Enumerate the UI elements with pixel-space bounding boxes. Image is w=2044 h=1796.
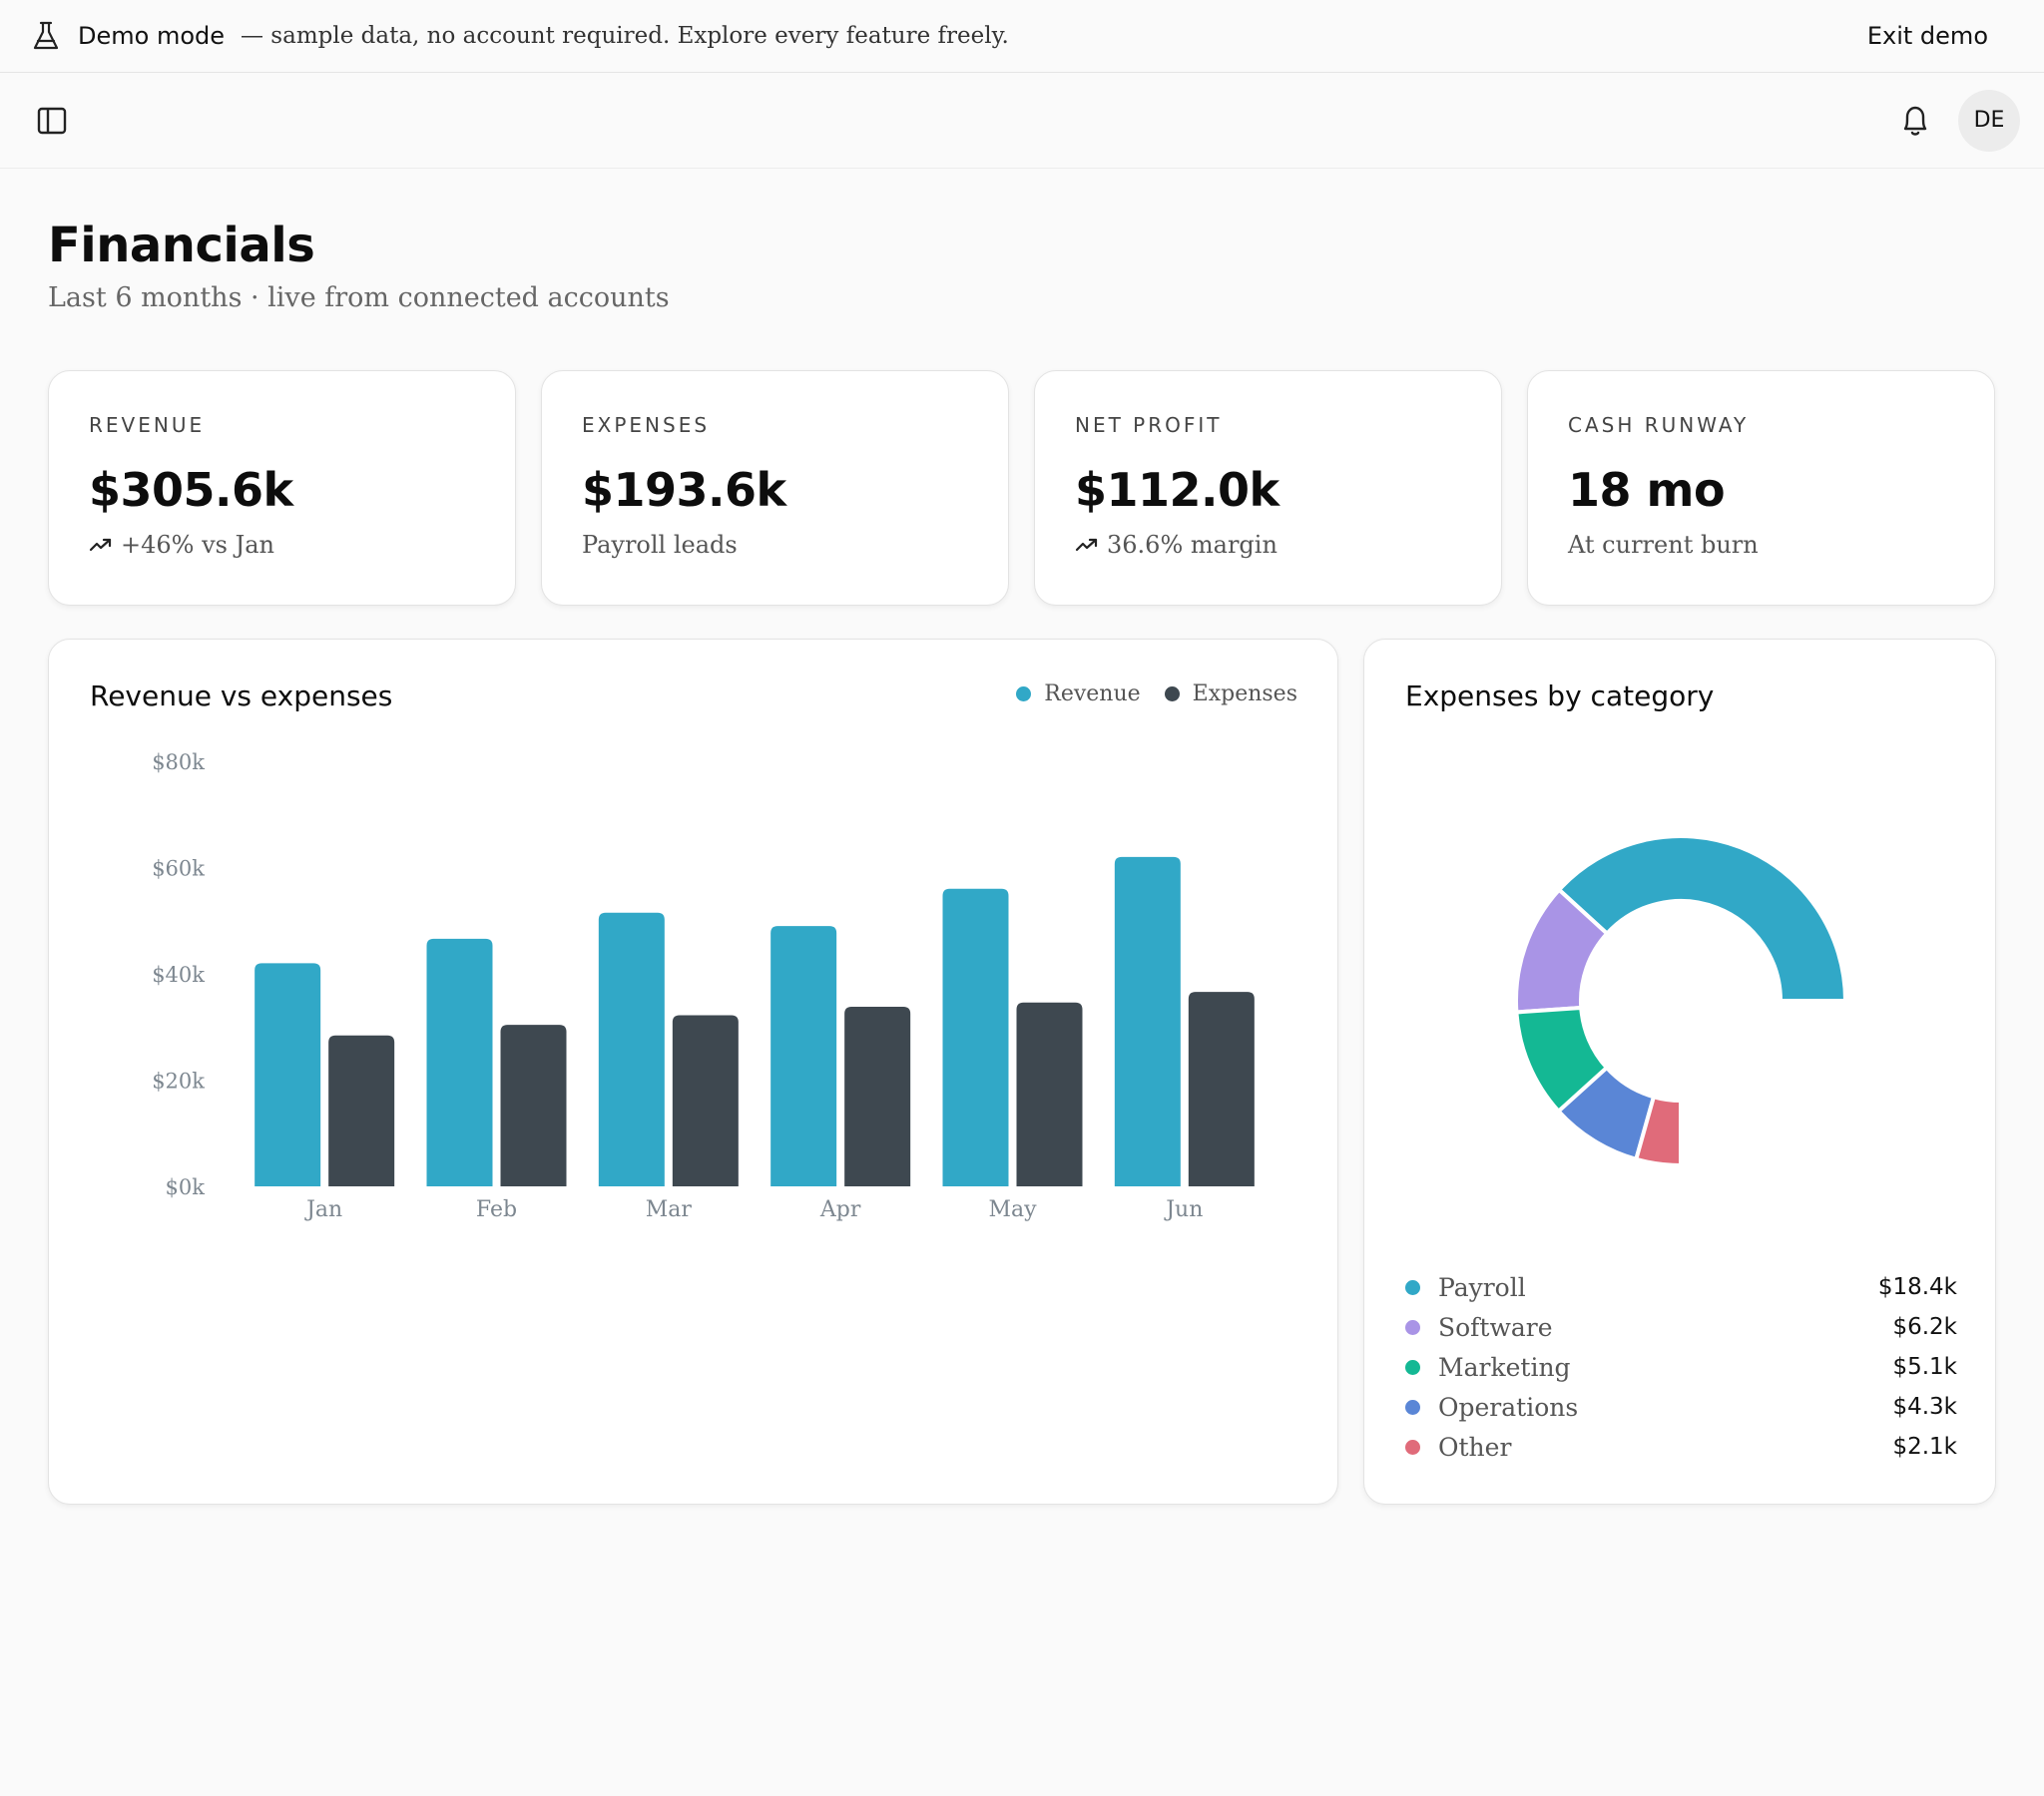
list-item: Payroll $18.4k xyxy=(1405,1267,1957,1307)
category-name: Payroll xyxy=(1438,1272,1526,1302)
category-amount: $5.1k xyxy=(1892,1354,1957,1380)
kpi-label: NET PROFIT xyxy=(1075,413,1223,437)
bar-expenses-may xyxy=(1016,1002,1083,1186)
category-dot xyxy=(1405,1279,1420,1295)
chart-title: Revenue vs expenses xyxy=(90,679,393,712)
bell-icon[interactable] xyxy=(1898,103,1932,139)
kpi-label: REVENUE xyxy=(89,413,206,437)
trending-up-icon xyxy=(1075,538,1098,552)
category-amount: $6.2k xyxy=(1892,1314,1957,1340)
category-list: Payroll $18.4k Software $6.2k Marketing … xyxy=(1405,1267,1957,1467)
category-amount: $18.4k xyxy=(1877,1274,1957,1300)
kpi-sub-text: At current burn xyxy=(1568,531,1759,559)
x-tick-label: Feb xyxy=(476,1197,517,1222)
kpi-card-expenses: EXPENSES $193.6k Payroll leads xyxy=(541,370,1009,606)
bar-chart: $0k $20k $40k $60k $80k Jan Feb Mar Apr May Jun xyxy=(152,750,1255,1222)
sidebar-toggle-icon[interactable] xyxy=(36,105,68,137)
exit-demo-button[interactable]: Exit demo xyxy=(1866,22,1988,50)
bar-revenue-feb xyxy=(426,938,493,1186)
kpi-card-net-profit: NET PROFIT $112.0k 36.6% margin xyxy=(1034,370,1502,606)
kpi-value: $305.6k xyxy=(89,463,293,517)
x-tick-label: May xyxy=(988,1197,1037,1222)
x-tick-label: Jan xyxy=(304,1197,342,1222)
page-title: Financials xyxy=(48,218,315,273)
kpi-sub-text: +46% vs Jan xyxy=(121,531,274,559)
kpi-sub-text: 36.6% margin xyxy=(1107,531,1278,559)
donut-chart xyxy=(1514,834,1847,1167)
x-tick-label: Apr xyxy=(819,1197,861,1222)
bar-revenue-jun xyxy=(1114,856,1181,1186)
list-item: Software $6.2k xyxy=(1405,1307,1957,1347)
demo-banner: Demo mode — sample data, no account requ… xyxy=(0,0,2044,73)
category-name: Marketing xyxy=(1438,1352,1571,1382)
chart-legend: Revenue Expenses xyxy=(992,681,1297,706)
category-name: Operations xyxy=(1438,1392,1579,1422)
category-dot xyxy=(1405,1439,1420,1455)
kpi-label: CASH RUNWAY xyxy=(1568,413,1750,437)
bar-revenue-jan xyxy=(255,963,321,1186)
kpi-sub-text: Payroll leads xyxy=(582,531,738,559)
kpi-sub: 36.6% margin xyxy=(1075,531,1461,559)
y-tick-label: $80k xyxy=(152,750,205,774)
list-item: Other $2.1k xyxy=(1405,1427,1957,1467)
donut-slice-payroll xyxy=(1557,834,1847,1003)
y-tick-label: $0k xyxy=(166,1175,206,1199)
category-name: Software xyxy=(1438,1312,1553,1342)
kpi-value: $193.6k xyxy=(582,463,786,517)
bar-revenue-may xyxy=(942,888,1009,1186)
x-tick-label: Jun xyxy=(1164,1197,1203,1222)
trending-up-icon xyxy=(89,538,112,552)
legend-dot-expenses xyxy=(1164,686,1180,701)
kpi-value: $112.0k xyxy=(1075,463,1279,517)
kpi-value: 18 mo xyxy=(1568,463,1726,517)
bar-expenses-apr xyxy=(844,1007,911,1186)
x-tick-label: Mar xyxy=(646,1197,693,1222)
kpi-sub: At current burn xyxy=(1568,531,1954,559)
category-dot xyxy=(1405,1359,1420,1375)
demo-message: — sample data, no account required. Expl… xyxy=(241,23,1009,49)
legend-dot-revenue xyxy=(1016,686,1032,701)
legend-item-revenue: Revenue xyxy=(1016,681,1141,706)
kpi-label: EXPENSES xyxy=(582,413,711,437)
bar-expenses-jun xyxy=(1188,992,1255,1186)
category-name: Other xyxy=(1438,1432,1512,1462)
y-tick-label: $60k xyxy=(152,857,205,881)
list-item: Operations $4.3k xyxy=(1405,1387,1957,1427)
top-header: DE xyxy=(0,73,2044,169)
bar-revenue-mar xyxy=(598,912,665,1186)
page-subtitle: Last 6 months · live from connected acco… xyxy=(48,282,670,313)
legend-label-expenses: Expenses xyxy=(1192,681,1297,706)
donut-title: Expenses by category xyxy=(1405,679,1715,712)
category-amount: $4.3k xyxy=(1892,1394,1957,1420)
bar-expenses-mar xyxy=(672,1015,739,1186)
category-dot xyxy=(1405,1319,1420,1335)
kpi-sub: +46% vs Jan xyxy=(89,531,475,559)
legend-item-expenses: Expenses xyxy=(1164,681,1297,706)
flask-icon xyxy=(33,21,59,50)
bar-revenue-apr xyxy=(770,926,837,1186)
legend-label-revenue: Revenue xyxy=(1044,681,1141,706)
demo-mode-label: Demo mode xyxy=(78,22,225,50)
kpi-sub: Payroll leads xyxy=(582,531,968,559)
y-tick-label: $40k xyxy=(152,963,205,987)
category-dot xyxy=(1405,1399,1420,1415)
header-actions: DE xyxy=(1898,89,2020,152)
bar-expenses-feb xyxy=(500,1025,567,1186)
expenses-category-card: Expenses by category Payroll $18.4k Soft… xyxy=(1363,639,1996,1505)
list-item: Marketing $5.1k xyxy=(1405,1347,1957,1387)
y-tick-label: $20k xyxy=(152,1070,205,1094)
kpi-card-cash-runway: CASH RUNWAY 18 mo At current burn xyxy=(1527,370,1995,606)
category-amount: $2.1k xyxy=(1892,1434,1957,1460)
revenue-expenses-card: Revenue vs expenses Revenue Expenses $0k… xyxy=(48,639,1338,1505)
donut-slice-other xyxy=(1634,1095,1683,1167)
bar-expenses-jan xyxy=(328,1035,395,1186)
avatar[interactable]: DE xyxy=(1958,89,2020,152)
kpi-card-revenue: REVENUE $305.6k +46% vs Jan xyxy=(48,370,516,606)
